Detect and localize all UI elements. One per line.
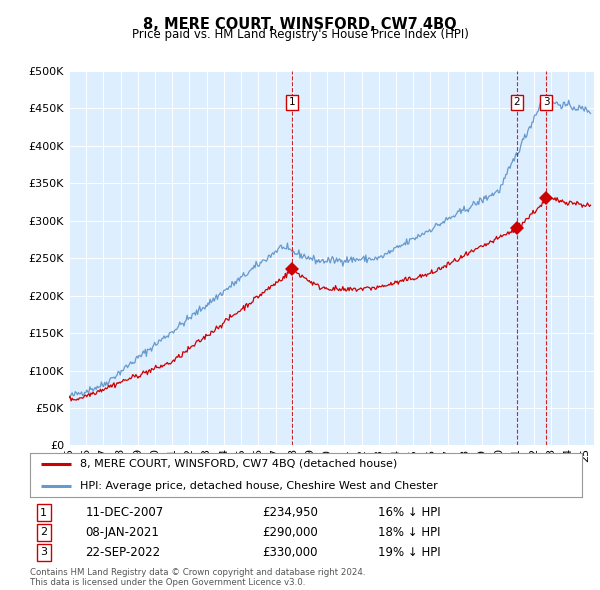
Text: 1: 1 xyxy=(289,97,295,107)
Text: 18% ↓ HPI: 18% ↓ HPI xyxy=(378,526,440,539)
Text: £330,000: £330,000 xyxy=(262,546,317,559)
Text: 22-SEP-2022: 22-SEP-2022 xyxy=(85,546,160,559)
Text: 19% ↓ HPI: 19% ↓ HPI xyxy=(378,546,440,559)
Text: 2: 2 xyxy=(514,97,520,107)
Text: HPI: Average price, detached house, Cheshire West and Chester: HPI: Average price, detached house, Ches… xyxy=(80,481,437,491)
Text: 8, MERE COURT, WINSFORD, CW7 4BQ: 8, MERE COURT, WINSFORD, CW7 4BQ xyxy=(143,17,457,31)
Text: 08-JAN-2021: 08-JAN-2021 xyxy=(85,526,159,539)
Text: 8, MERE COURT, WINSFORD, CW7 4BQ (detached house): 8, MERE COURT, WINSFORD, CW7 4BQ (detach… xyxy=(80,458,397,468)
Text: Contains HM Land Registry data © Crown copyright and database right 2024.
This d: Contains HM Land Registry data © Crown c… xyxy=(30,568,365,587)
Text: £290,000: £290,000 xyxy=(262,526,317,539)
Text: 16% ↓ HPI: 16% ↓ HPI xyxy=(378,506,440,519)
Text: Price paid vs. HM Land Registry's House Price Index (HPI): Price paid vs. HM Land Registry's House … xyxy=(131,28,469,41)
Text: £234,950: £234,950 xyxy=(262,506,318,519)
Text: 3: 3 xyxy=(543,97,550,107)
Text: 11-DEC-2007: 11-DEC-2007 xyxy=(85,506,163,519)
Text: 3: 3 xyxy=(40,548,47,558)
Text: 2: 2 xyxy=(40,527,47,537)
Text: 1: 1 xyxy=(40,507,47,517)
